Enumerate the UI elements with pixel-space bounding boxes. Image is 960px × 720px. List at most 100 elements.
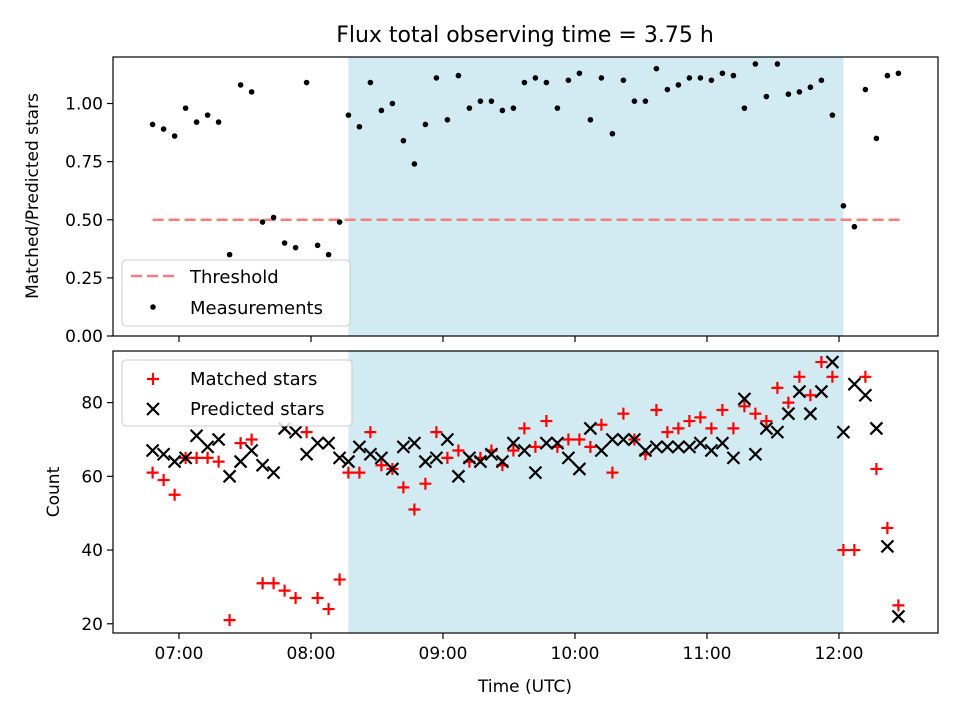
measurement-point: [259, 219, 266, 225]
predicted-stars-point: [891, 609, 906, 624]
matched-stars-point: [705, 422, 718, 435]
matched-stars-point: [430, 426, 443, 439]
measurement-point: [411, 161, 418, 167]
measurement-point: [171, 133, 178, 139]
predicted-stars-point: [671, 440, 686, 454]
predicted-stars-point: [836, 425, 851, 439]
predicted-stars-point: [310, 436, 325, 450]
measurement-point: [763, 93, 770, 100]
bottom-shaded-interval: [348, 351, 844, 633]
bottom-legend-box: [121, 359, 353, 427]
predicted-stars-point: [385, 462, 400, 476]
measurement-point: [631, 98, 638, 104]
matched-stars-point: [267, 577, 280, 590]
predicted-stars-point: [244, 443, 259, 458]
measurement-point: [488, 98, 495, 104]
top-y-axis-label: Matched/Predicted stars: [23, 93, 43, 299]
predicted-stars-point: [167, 454, 182, 469]
predicted-stars-point: [682, 440, 697, 454]
predicted-stars-point: [407, 436, 422, 450]
matched-stars-point: [826, 370, 839, 383]
measurement-point: [785, 91, 792, 97]
y-tick-label: 60: [81, 467, 103, 487]
measurement-point: [281, 240, 288, 246]
measurements-legend-label: Measurements: [190, 298, 323, 319]
matched-stars-point: [300, 426, 313, 439]
measurement-point: [389, 100, 396, 107]
predicted-stars-point: [473, 454, 488, 469]
bottom-y-axis-label: Count: [44, 466, 64, 517]
measurement-point: [554, 105, 561, 111]
measurement-point: [433, 75, 440, 81]
matched-stars-point: [584, 440, 597, 453]
x-tick-label: 09:00: [419, 644, 468, 664]
measurement-point: [325, 251, 332, 258]
predicted-stars-point: [649, 440, 664, 454]
predicted-stars-point: [825, 355, 840, 369]
measurement-point: [576, 70, 583, 77]
predicted-stars-point: [332, 451, 347, 465]
matched-stars-point: [256, 577, 269, 590]
matched-stars-point: [518, 422, 531, 435]
predicted-stars-point: [550, 436, 565, 450]
predicted-stars-point: [594, 443, 609, 458]
y-tick-label: 0.25: [65, 269, 103, 289]
measurement-point: [237, 82, 244, 88]
predicted-stars-point: [156, 447, 171, 461]
predicted-stars-point: [792, 384, 807, 399]
predicted-stars-point: [418, 454, 433, 469]
measurement-point: [543, 79, 550, 86]
top-panel: Flux total observing time = 3.75 h 0.000…: [23, 23, 939, 347]
measurement-point: [248, 89, 255, 95]
predicted-stars-point: [737, 392, 752, 406]
matched-stars-point: [771, 381, 784, 394]
measurement-point: [774, 61, 781, 67]
measurement-point: [367, 79, 374, 86]
measurement-point: [664, 86, 671, 93]
matched-stars-point: [223, 614, 236, 627]
predicted-stars-point: [200, 440, 215, 454]
matched-stars-point: [804, 389, 817, 402]
measurement-point: [884, 72, 891, 79]
predicted-stars-point: [715, 436, 730, 450]
measurement-point: [455, 72, 462, 79]
y-tick-label: 0.00: [65, 327, 103, 347]
predicted-stars-point: [770, 425, 785, 439]
measurement-point: [182, 105, 189, 111]
predicted-stars-point: [869, 421, 884, 436]
predicted-stars-point: [704, 443, 719, 458]
predicted-stars-point: [484, 447, 499, 461]
predicted-stars-point: [781, 406, 796, 421]
y-tick-label: 1.00: [65, 95, 103, 115]
predicted-stars-point: [178, 451, 193, 465]
measurement-point: [587, 116, 594, 123]
matched-stars-point: [672, 422, 685, 435]
top-plot-frame: [112, 56, 939, 337]
measurement-point: [873, 135, 880, 142]
predicted-stars-point: [352, 440, 367, 454]
predicted-stars-point: [583, 421, 598, 436]
measurement-point: [697, 75, 704, 81]
matched-stars-point: [738, 400, 751, 413]
predicted-stars-point: [847, 377, 862, 391]
measurement-point: [314, 242, 321, 249]
measurement-point: [719, 70, 726, 77]
matched-stars-point: [201, 451, 214, 464]
matched-stars-point: [245, 433, 258, 446]
matched-stars-point: [760, 415, 773, 428]
measurement-point: [204, 112, 211, 118]
matched-stars-point: [311, 591, 324, 604]
measurement-point: [422, 121, 429, 128]
matched-stars-point: [333, 573, 346, 586]
predicted-stars-point: [341, 454, 356, 469]
count-points: [145, 355, 906, 627]
matched-stars-point: [375, 459, 388, 472]
top-legend-box: [121, 259, 351, 327]
matched-stars-point: [419, 477, 432, 490]
measurement-point: [356, 123, 363, 130]
matched-stars-point: [694, 411, 707, 424]
predicted-stars-point: [858, 388, 873, 403]
measurement-point: [840, 203, 847, 209]
predicted-stars-point: [528, 465, 543, 480]
measurement-point: [620, 77, 627, 84]
